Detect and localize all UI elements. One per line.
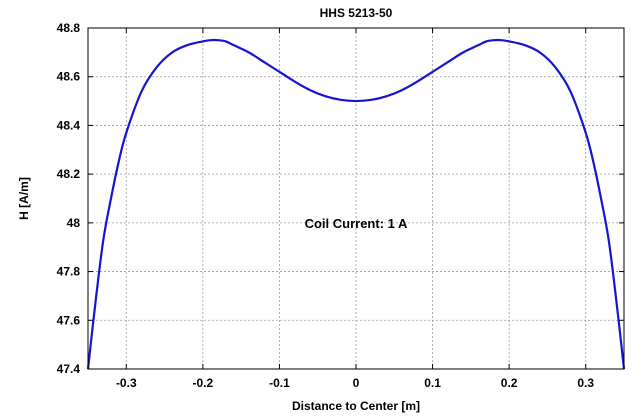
x-axis-label: Distance to Center [m] [292, 399, 420, 413]
x-tick-label: -0.2 [193, 376, 214, 390]
y-tick-label: 48.2 [57, 167, 81, 181]
chart-title: HHS 5213-50 [320, 6, 393, 20]
series-line [86, 38, 626, 370]
y-tick-label: 48.4 [57, 118, 81, 132]
grid [88, 28, 624, 369]
x-tick-label: -0.3 [116, 376, 137, 390]
y-tick-label: 47.8 [57, 265, 81, 279]
y-tick-labels: 47.4 47.6 47.8 48 48.2 48.4 48.6 48.8 [57, 21, 81, 376]
annotation-coil-current: Coil Current: 1 A [305, 216, 408, 231]
series-layer [86, 38, 626, 370]
x-tick-label: 0.3 [577, 376, 594, 390]
y-tick-label: 48 [67, 216, 81, 230]
y-tick-label: 47.6 [57, 313, 81, 327]
y-tick-label: 47.4 [57, 362, 81, 376]
x-tick-label: 0 [353, 376, 360, 390]
x-tick-label: 0.2 [501, 376, 518, 390]
y-tick-label: 48.8 [57, 21, 81, 35]
x-tick-label: -0.1 [269, 376, 290, 390]
x-tick-label: 0.1 [424, 376, 441, 390]
x-tick-labels: -0.3 -0.2 -0.1 0 0.1 0.2 0.3 [116, 376, 594, 390]
y-tick-label: 48.6 [57, 70, 81, 84]
y-axis-label: H [A/m] [17, 177, 31, 220]
ticks [88, 27, 624, 370]
